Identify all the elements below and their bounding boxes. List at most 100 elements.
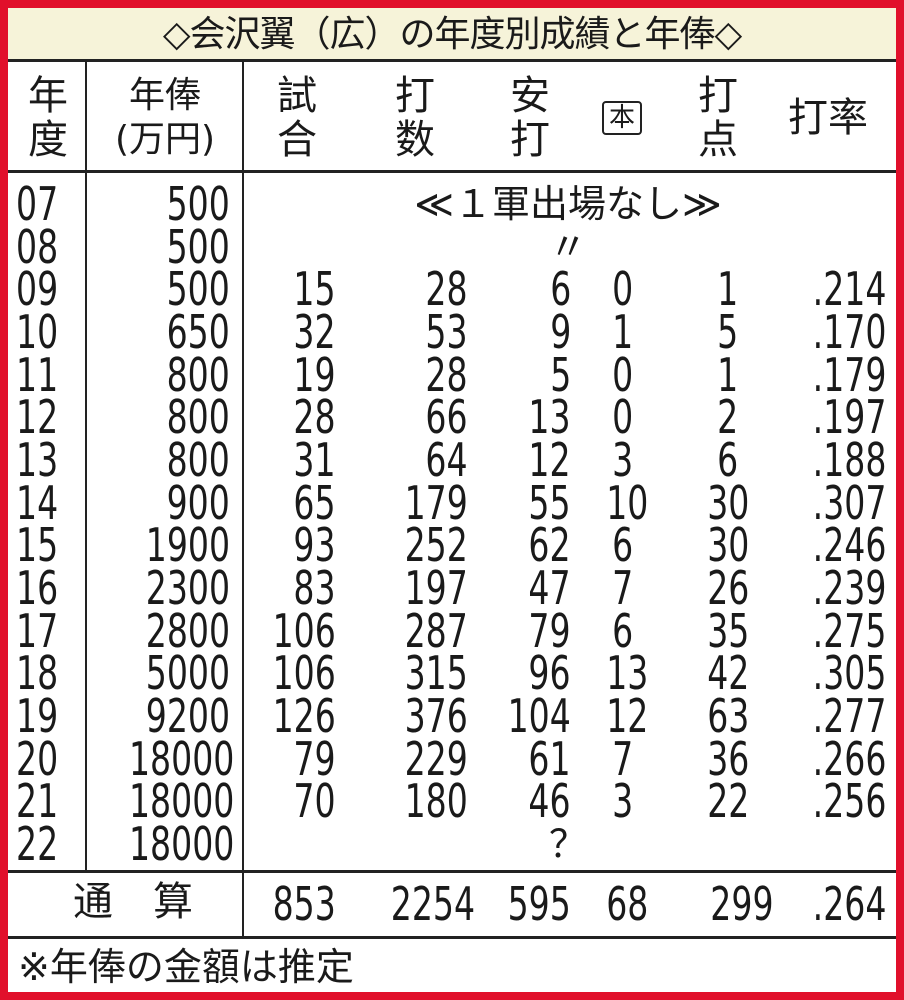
rbi-cell: 30 [698, 475, 758, 530]
year-cell-text: 10 [16, 305, 59, 359]
games-cell: 32 [248, 309, 336, 355]
salary-cell: 2800 [88, 603, 230, 658]
salary-cell: 9200 [88, 693, 230, 739]
home-runs-cell: 0 [598, 347, 648, 402]
salary-cell: 800 [88, 433, 230, 488]
header-home-runs: 本 [602, 101, 642, 135]
total-rbi-cell-text: 299 [710, 877, 774, 931]
avg-cell-text: .305 [812, 646, 886, 701]
salary-cell-text: 900 [166, 475, 230, 530]
year-cell: 10 [16, 305, 86, 359]
year-cell: 11 [16, 347, 86, 402]
rbi-cell: 1 [698, 352, 758, 398]
year-cell-text: 13 [16, 433, 59, 488]
salary-cell: 5000 [88, 650, 230, 696]
games-cell: 93 [248, 522, 336, 568]
salary-cell: 800 [88, 394, 230, 440]
total-rbi-cell: 299 [698, 881, 773, 927]
salary-cell: 18000 [88, 821, 234, 867]
header-divider [8, 170, 896, 173]
total-at-bats-cell-text: 2254 [390, 877, 476, 931]
home-runs-cell: 7 [598, 736, 648, 782]
hits-cell-text: 79 [528, 603, 571, 658]
rbi-cell: 2 [698, 394, 758, 440]
at-bats-cell: 28 [358, 352, 468, 398]
total-hits-cell-text: 595 [507, 877, 571, 931]
at-bats-cell: 64 [358, 437, 468, 483]
hits-cell-text: 96 [528, 646, 571, 701]
rbi-cell-text: 26 [706, 561, 750, 616]
avg-cell: .275 [768, 608, 886, 654]
avg-cell: .266 [768, 736, 886, 782]
avg-cell: .305 [768, 646, 886, 701]
avg-cell: .307 [768, 480, 886, 526]
home-runs-cell-text: 0 [612, 347, 634, 402]
avg-cell: .239 [768, 565, 886, 611]
at-bats-cell: 179 [358, 480, 468, 526]
home-runs-cell: 10 [598, 480, 648, 526]
hits-cell: 46 [478, 778, 571, 824]
avg-cell: .188 [768, 433, 886, 488]
rbi-cell-text: 30 [706, 475, 750, 530]
avg-cell-text: .170 [812, 305, 886, 359]
salary-cell-text: 500 [166, 219, 230, 274]
salary-cell-text: 2800 [145, 603, 230, 658]
rbi-cell: 22 [698, 778, 758, 824]
hits-cell-text: 9 [549, 305, 571, 359]
at-bats-cell-text: 287 [404, 603, 468, 658]
column-divider [85, 62, 87, 872]
footnote-divider [8, 936, 896, 939]
home-runs-cell-text: 7 [612, 561, 634, 616]
salary-cell-text: 800 [166, 433, 230, 488]
games-cell-text: 83 [293, 561, 336, 616]
row-note-text: 〃 [548, 224, 587, 269]
header-at-bats: 打数 [395, 73, 435, 163]
home-runs-cell: 6 [598, 603, 648, 658]
games-cell-text: 70 [293, 774, 336, 829]
games-cell-text: 31 [293, 433, 336, 488]
hits-cell: 13 [478, 394, 571, 440]
header-rbi: 打点 [698, 73, 738, 163]
games-cell: 19 [248, 352, 336, 398]
salary-cell: 650 [88, 309, 230, 355]
year-cell-text: 17 [16, 603, 59, 658]
games-cell: 70 [248, 774, 336, 829]
salary-cell-text: 18000 [128, 774, 235, 829]
home-runs-cell-text: 6 [612, 603, 634, 658]
year-cell-text: 14 [16, 475, 59, 530]
rbi-cell: 36 [698, 736, 758, 782]
hits-cell: 55 [478, 480, 571, 526]
at-bats-cell: 53 [358, 309, 468, 355]
hits-cell: 12 [478, 437, 571, 483]
year-cell-text: 20 [16, 731, 59, 786]
at-bats-cell: 180 [358, 778, 468, 824]
games-cell: 15 [248, 266, 336, 312]
salary-cell: 500 [88, 181, 230, 227]
row-note-text: ≪１軍出場なし≫ [414, 182, 722, 226]
year-cell: 20 [16, 731, 86, 786]
rbi-cell: 30 [698, 522, 758, 568]
rbi-cell: 63 [698, 693, 758, 739]
total-home-runs-cell: 68 [598, 881, 648, 927]
salary-cell-text: 18000 [128, 731, 235, 786]
avg-cell-text: .188 [812, 433, 886, 488]
games-cell-text: 126 [272, 689, 336, 744]
home-runs-cell: 12 [598, 693, 648, 739]
at-bats-cell: 287 [358, 603, 468, 658]
salary-cell-text: 18000 [128, 817, 235, 872]
at-bats-cell: 197 [358, 565, 468, 611]
salary-cell: 500 [88, 266, 230, 312]
hits-cell: 5 [478, 352, 571, 398]
rbi-cell: 6 [698, 437, 758, 483]
home-runs-cell: 6 [598, 522, 648, 568]
salary-cell: 18000 [88, 736, 234, 782]
avg-cell: .256 [768, 778, 886, 824]
avg-cell: .170 [768, 305, 886, 359]
at-bats-cell-text: 376 [404, 689, 468, 744]
year-cell-text: 22 [16, 817, 59, 872]
salary-cell: 500 [88, 219, 230, 274]
rbi-cell: 35 [698, 608, 758, 654]
home-runs-cell: 3 [598, 778, 648, 824]
year-cell-text: 11 [16, 347, 59, 402]
games-cell-text: 79 [293, 731, 336, 786]
